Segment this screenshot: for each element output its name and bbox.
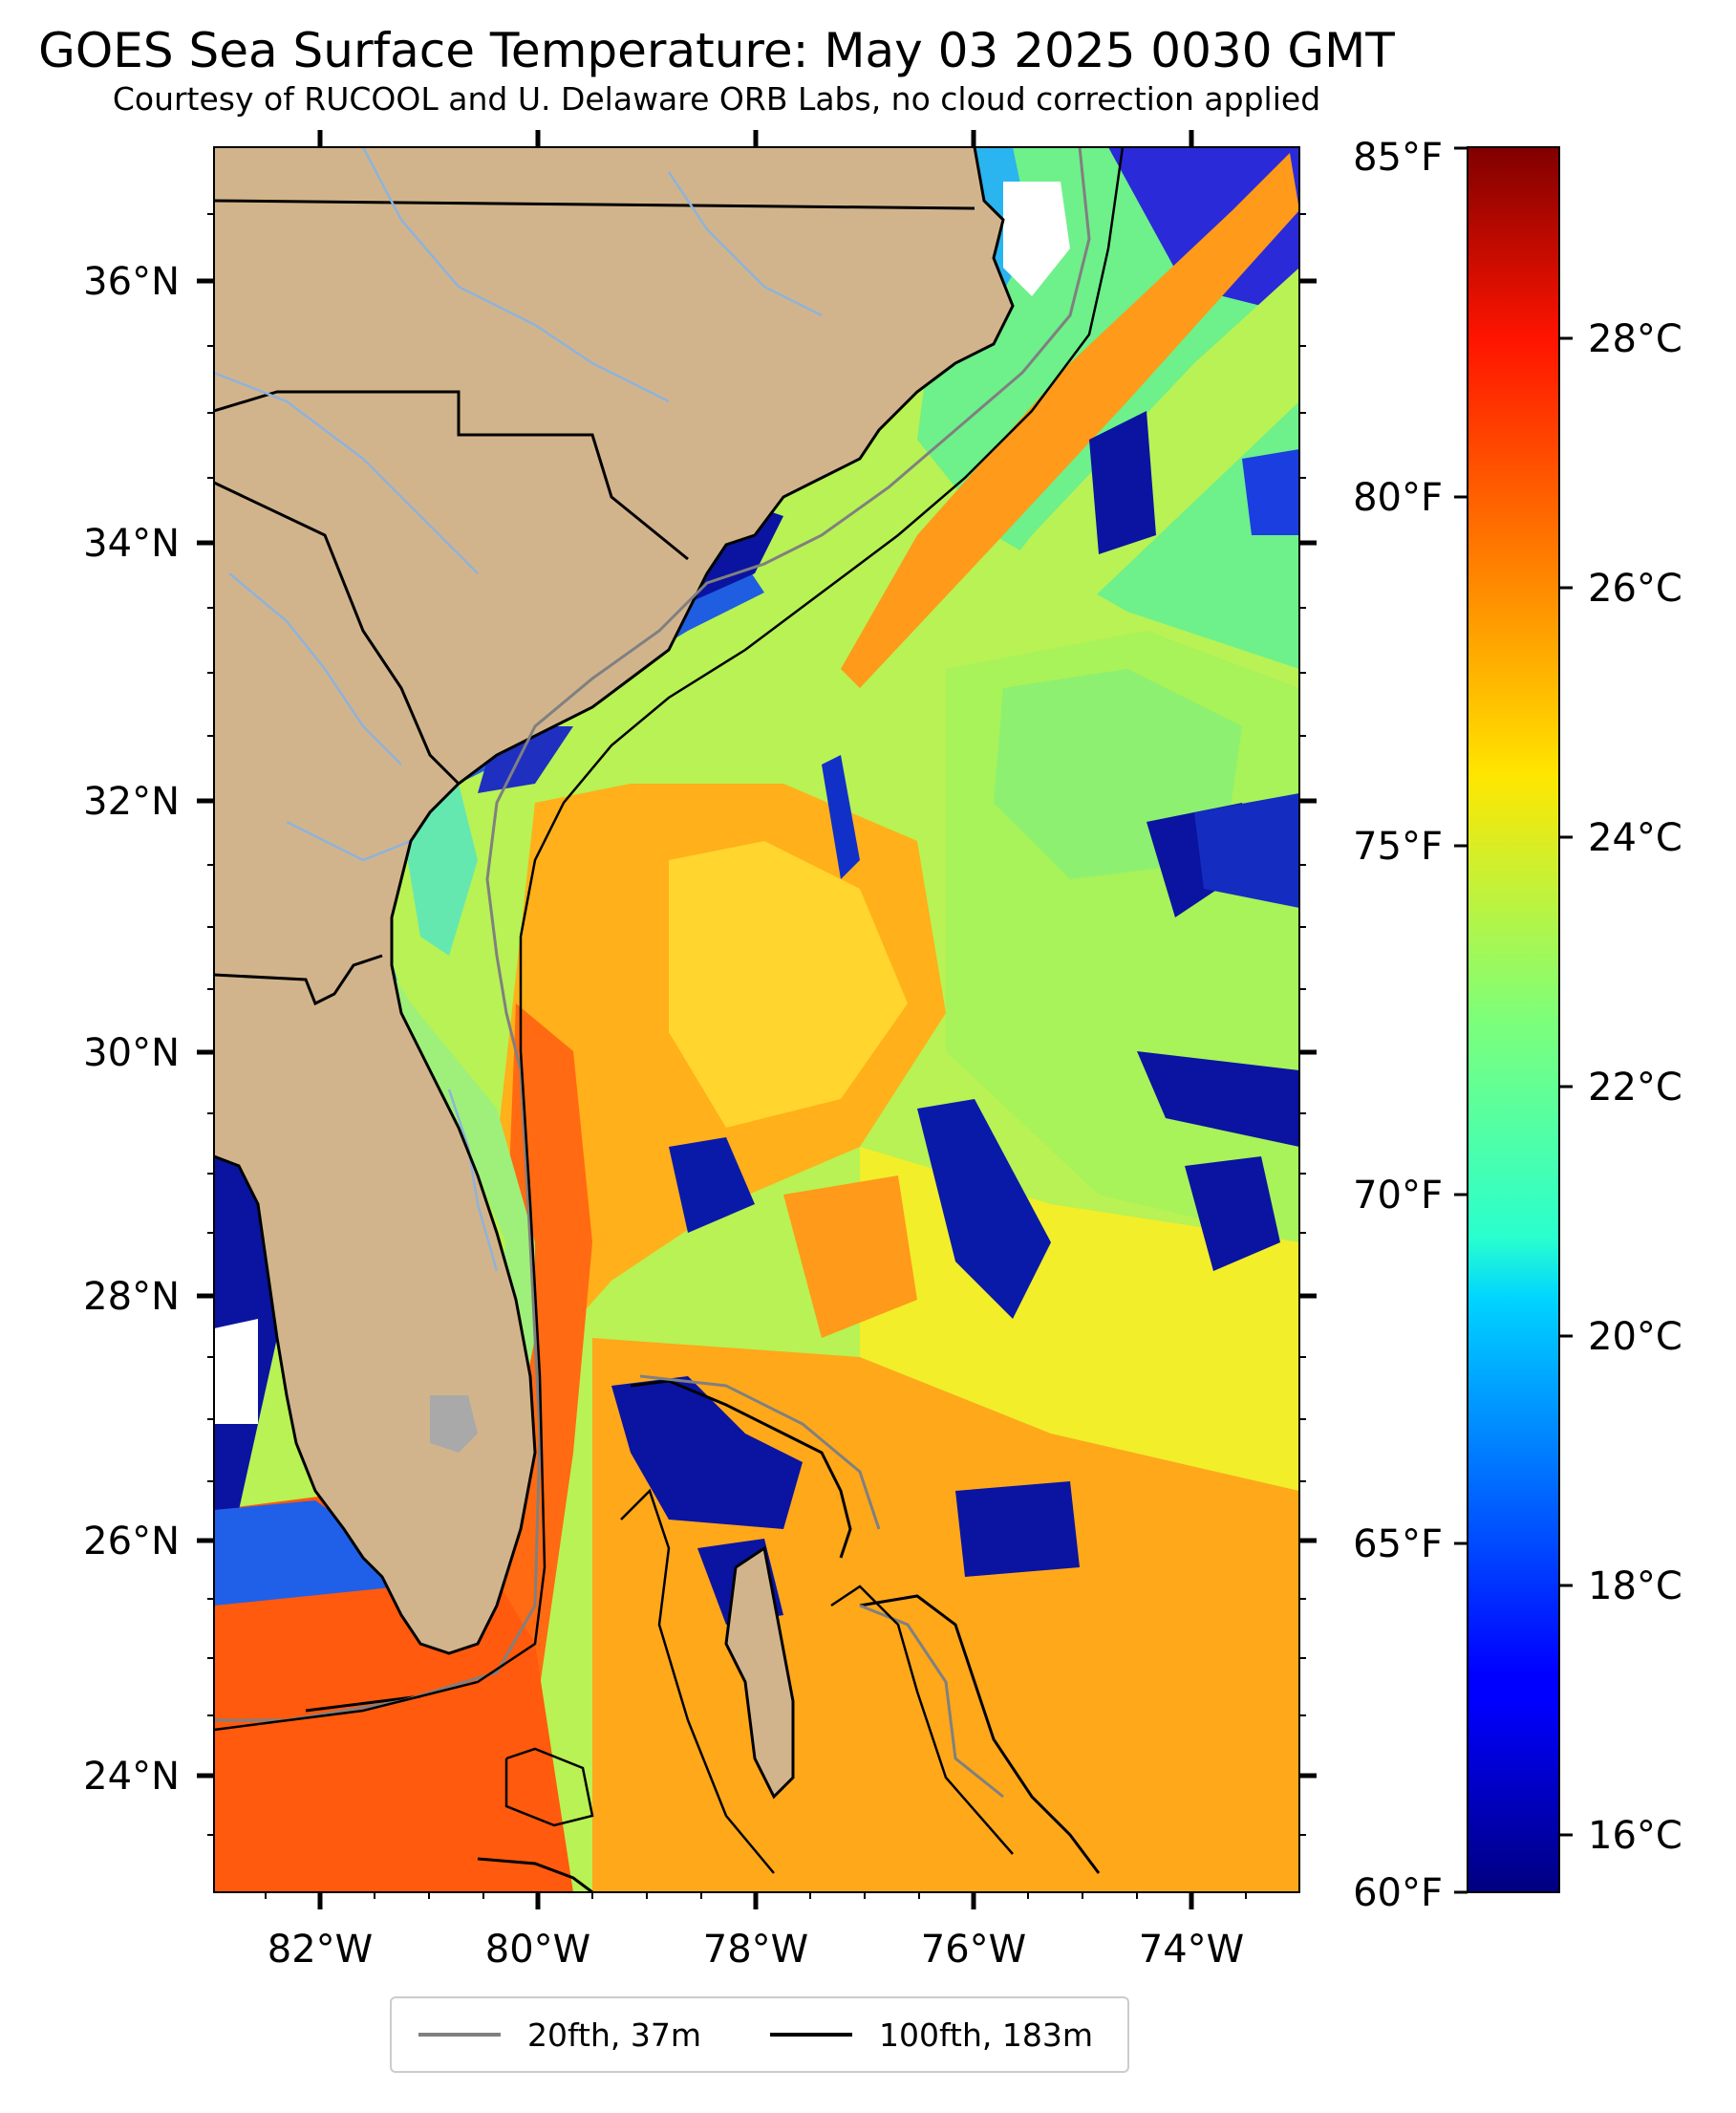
colorbar-gradient [1467, 146, 1560, 1893]
legend-label-20fth: 20fth, 37m [527, 2016, 701, 2054]
legend-swatch-20fth [418, 2033, 501, 2037]
no-data-patches [214, 182, 1070, 1424]
andros-island [726, 1548, 793, 1797]
land-areas [214, 147, 1013, 1797]
minor-ticks [207, 213, 1306, 1899]
colorbar-c-label: 26°C [1588, 567, 1682, 611]
lat-labels: 24°N 26°N 28°N 30°N 32°N 34°N 36°N [83, 260, 180, 1799]
lat-label: 24°N [83, 1755, 180, 1799]
colorbar-f-label: 75°F [1353, 825, 1443, 869]
lat-label: 32°N [83, 780, 180, 824]
colorbar-c-label: 24°C [1588, 816, 1682, 860]
colorbar-c-label: 18°C [1588, 1564, 1682, 1608]
colorbar-f-label: 65°F [1353, 1522, 1443, 1566]
legend-item-100fth: 100fth, 183m [770, 2016, 1093, 2054]
lon-label: 74°W [1139, 1928, 1244, 1972]
chart-subtitle: Courtesy of RUCOOL and U. Delaware ORB L… [112, 80, 1321, 118]
isobath-legend: 20fth, 37m 100fth, 183m [390, 1996, 1129, 2073]
colorbar: 60°F 65°F 70°F 75°F 80°F 85°F 16°C 18°C … [1353, 136, 1682, 1915]
colorbar-f-label: 60°F [1353, 1871, 1443, 1915]
legend-swatch-100fth [770, 2033, 852, 2037]
legend-item-20fth: 20fth, 37m [418, 2016, 701, 2054]
chart-title: GOES Sea Surface Temperature: May 03 202… [38, 23, 1395, 78]
lat-label: 28°N [83, 1275, 180, 1319]
lat-label: 36°N [83, 260, 180, 304]
sst-map [214, 147, 1299, 1892]
lat-ticks [197, 278, 1317, 1779]
lon-labels: 82°W 80°W 78°W 76°W 74°W [268, 1928, 1244, 1972]
lon-label: 76°W [921, 1928, 1026, 1972]
colorbar-c-label: 16°C [1588, 1814, 1682, 1858]
us-mainland [214, 147, 1013, 1653]
isobath-100fth [214, 147, 1125, 1874]
lat-label: 30°N [83, 1031, 180, 1075]
lat-label: 34°N [83, 522, 180, 566]
colorbar-f-label: 85°F [1353, 136, 1443, 180]
lon-label: 78°W [703, 1928, 808, 1972]
lake-okeechobee [430, 1395, 478, 1453]
lon-label: 80°W [485, 1928, 590, 1972]
colorbar-f-label: 70°F [1353, 1174, 1443, 1218]
rivers [214, 147, 823, 1272]
coastlines [214, 147, 1101, 1892]
lon-ticks [317, 130, 1194, 1909]
colorbar-c-label: 20°C [1588, 1315, 1682, 1359]
state-borders [214, 199, 975, 1006]
legend-label-100fth: 100fth, 183m [879, 2016, 1093, 2054]
colorbar-c-label: 28°C [1588, 317, 1682, 361]
colorbar-c-label: 22°C [1588, 1066, 1682, 1110]
lat-label: 26°N [83, 1520, 180, 1563]
lon-label: 82°W [268, 1928, 373, 1972]
colorbar-f-label: 80°F [1353, 476, 1443, 520]
